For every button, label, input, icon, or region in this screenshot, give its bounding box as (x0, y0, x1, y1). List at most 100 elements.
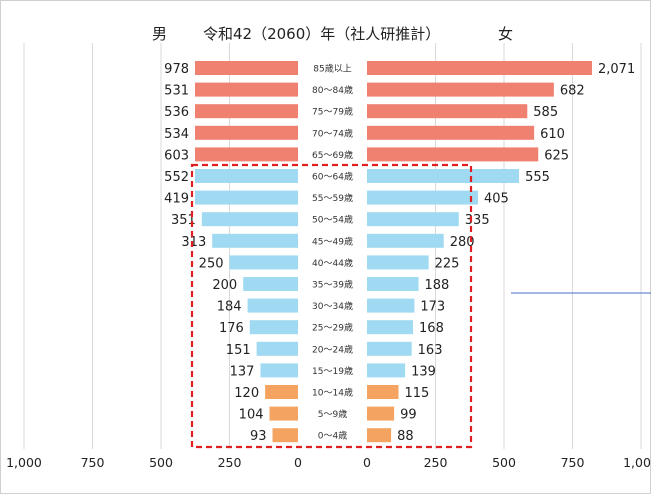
female-value-label: 625 (544, 148, 569, 163)
female-value-label: 99 (400, 408, 417, 423)
age-group-label: 25～29歳 (312, 322, 353, 334)
female-value-label: 682 (560, 84, 585, 99)
male-bar (195, 82, 298, 97)
female-value-label: 115 (405, 386, 430, 401)
age-group-label: 75～79歳 (312, 106, 353, 118)
female-bar (367, 385, 399, 399)
female-label: 女 (498, 25, 514, 43)
male-bar (229, 255, 298, 270)
female-value-label: 225 (435, 256, 460, 271)
age-group-label: 35～39歳 (312, 279, 353, 291)
x-tick-label: 250 (424, 455, 448, 470)
male-bar (247, 298, 298, 313)
age-group-label: 60～64歳 (312, 171, 353, 183)
female-bar (367, 233, 444, 248)
male-value-label: 120 (234, 386, 259, 401)
male-bar (195, 190, 298, 205)
age-group-label: 0～4歳 (318, 430, 347, 442)
male-value-label: 104 (239, 408, 264, 423)
female-value-label: 88 (397, 429, 414, 444)
x-tick-label: 750 (81, 455, 105, 470)
male-value-label: 351 (171, 213, 196, 228)
female-bar (367, 125, 535, 140)
age-group-label: 65～69歳 (312, 149, 353, 161)
male-value-label: 151 (226, 343, 251, 358)
female-value-label: 405 (484, 192, 509, 207)
x-tick-label: 250 (218, 455, 242, 470)
female-bar (367, 147, 539, 162)
age-group-label: 50～54歳 (312, 214, 353, 226)
male-value-label: 176 (219, 321, 244, 336)
female-value-label: 280 (450, 235, 475, 250)
female-value-label: 2,071 (598, 62, 635, 77)
female-value-label: 585 (533, 105, 558, 120)
male-value-label: 419 (164, 192, 189, 207)
female-value-label: 163 (418, 343, 443, 358)
highlight-box (190, 163, 473, 449)
female-bar (367, 61, 592, 75)
female-bar (367, 277, 419, 291)
female-value-label: 610 (540, 127, 565, 142)
male-bar (201, 212, 298, 227)
male-label: 男 (152, 25, 168, 43)
age-group-label: 5～9歳 (318, 408, 347, 420)
male-value-label: 250 (199, 256, 224, 271)
age-group-label: 70～74歳 (312, 127, 353, 139)
male-value-label: 137 (230, 364, 255, 379)
x-tick-label: 500 (492, 455, 516, 470)
male-value-label: 93 (250, 429, 267, 444)
male-bar (272, 428, 298, 443)
male-bar (212, 233, 298, 248)
male-bar (195, 169, 298, 183)
age-group-label: 85歳以上 (313, 63, 351, 75)
female-bar (367, 298, 415, 313)
male-value-label: 313 (181, 235, 206, 250)
age-group-label: 15～19歳 (312, 365, 353, 377)
male-bar (265, 385, 298, 399)
male-bar (195, 104, 298, 119)
female-value-label: 335 (465, 213, 490, 228)
male-value-label: 552 (164, 170, 189, 185)
male-bar (256, 341, 298, 356)
age-group-label: 45～49歳 (312, 235, 353, 247)
x-tick-label: 0 (363, 455, 371, 470)
male-value-label: 184 (217, 300, 242, 315)
male-bar (269, 406, 298, 421)
female-bar (367, 320, 414, 335)
x-tick-label: 1,000 (623, 455, 651, 470)
female-bar (367, 104, 528, 119)
female-value-label: 168 (419, 321, 444, 336)
male-value-label: 531 (164, 84, 189, 99)
female-bar (367, 428, 392, 443)
male-bar (195, 125, 298, 140)
male-bar (249, 320, 298, 335)
age-group-label: 80～84歳 (312, 84, 353, 96)
female-value-label: 188 (425, 278, 450, 293)
female-value-label: 139 (411, 364, 436, 379)
age-group-label: 30～34歳 (312, 300, 353, 312)
female-bar (367, 363, 406, 378)
female-bar (367, 169, 520, 183)
female-bar (367, 255, 429, 270)
age-group-label: 55～59歳 (312, 192, 353, 204)
age-group-label: 10～14歳 (312, 387, 353, 399)
male-value-label: 534 (164, 127, 189, 142)
x-tick-label: 750 (561, 455, 585, 470)
male-bar (243, 277, 298, 291)
x-tick-label: 500 (149, 455, 173, 470)
female-value-label: 173 (420, 300, 445, 315)
male-value-label: 978 (164, 62, 189, 77)
female-bar (367, 190, 478, 205)
chart-title: 令和42（2060）年（社人研推計） (203, 25, 441, 43)
male-bar (195, 61, 298, 75)
male-value-label: 603 (164, 148, 189, 163)
male-bar (195, 147, 298, 162)
age-group-label: 40～44歳 (312, 257, 353, 269)
age-group-label: 20～24歳 (312, 343, 353, 355)
x-tick-label: 1,000 (6, 455, 42, 470)
female-value-label: 555 (525, 170, 550, 185)
male-value-label: 536 (164, 105, 189, 120)
female-bar (367, 212, 459, 227)
x-tick-label: 0 (294, 455, 302, 470)
